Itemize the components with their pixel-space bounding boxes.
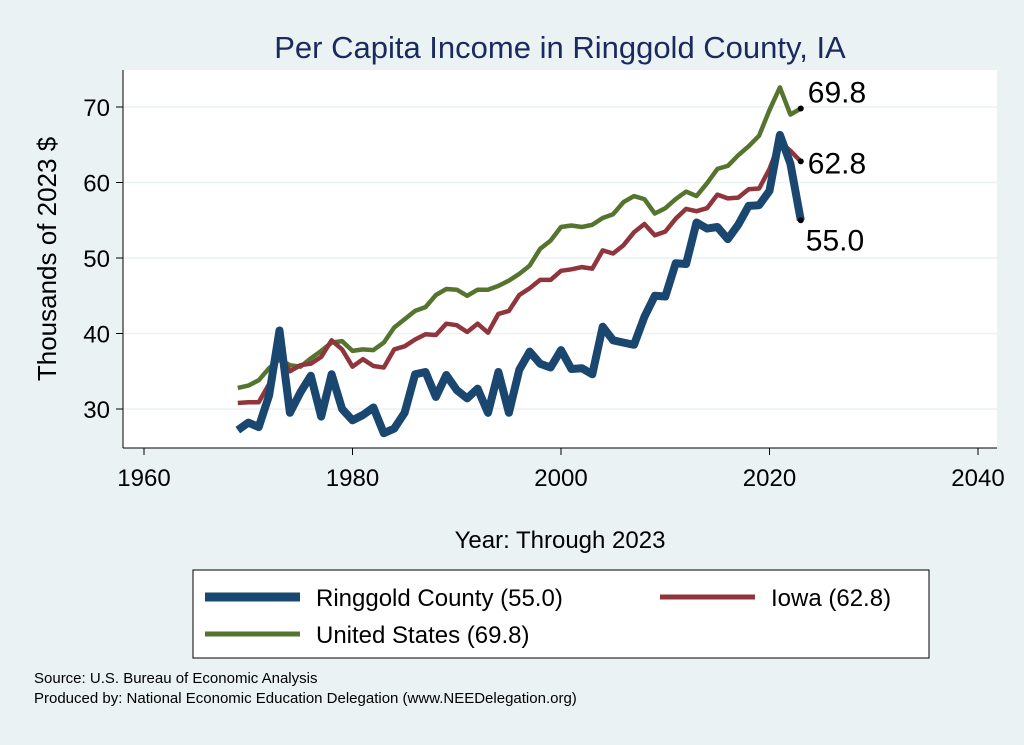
x-tick-label-2: 2000 (534, 465, 587, 492)
end-label-us: 69.8 (808, 77, 866, 110)
x-tick-label-4: 2040 (951, 465, 1004, 492)
end-labels: 55.0 62.8 69.8 (797, 77, 866, 257)
legend: Ringgold County (55.0) Iowa (62.8) Unite… (192, 569, 930, 659)
line-ringgold (235, 130, 805, 438)
x-tick-label-1: 1980 (326, 465, 379, 492)
end-label-ringgold-marker (797, 217, 804, 224)
y-tick-label-4: 70 (83, 95, 110, 122)
source-note: Source: U.S. Bureau of Economic Analysis (34, 670, 318, 687)
line-iowa (237, 139, 803, 406)
series-lines (235, 85, 805, 438)
end-label-iowa: 62.8 (808, 147, 866, 180)
y-tick-label-3: 60 (83, 171, 110, 198)
y-tick-label-0: 30 (83, 397, 110, 424)
legend-label-ringgold: Ringgold County (55.0) (316, 585, 563, 612)
y-axis-label: Thousands of 2023 $ (32, 136, 62, 381)
x-axis-label: Year: Through 2023 (455, 527, 666, 554)
chart-title: Per Capita Income in Ringgold County, IA (274, 30, 846, 65)
end-label-us-marker (797, 105, 804, 112)
grid-lines (123, 106, 997, 410)
y-tick-label-1: 40 (83, 322, 110, 349)
producer-note: Produced by: National Economic Education… (34, 690, 577, 707)
x-tick-label-0: 1960 (117, 465, 170, 492)
legend-box (192, 569, 930, 659)
plot-area (123, 70, 997, 448)
legend-label-iowa: Iowa (62.8) (771, 585, 891, 612)
legend-label-us: United States (69.8) (316, 622, 529, 649)
end-label-ringgold: 55.0 (806, 224, 864, 257)
end-label-iowa-marker (797, 158, 804, 165)
y-tick-label-2: 50 (83, 246, 110, 273)
x-tick-label-3: 2020 (743, 465, 796, 492)
axes: 30 40 50 60 70 1960 1980 2000 2020 2040 (83, 70, 1005, 492)
